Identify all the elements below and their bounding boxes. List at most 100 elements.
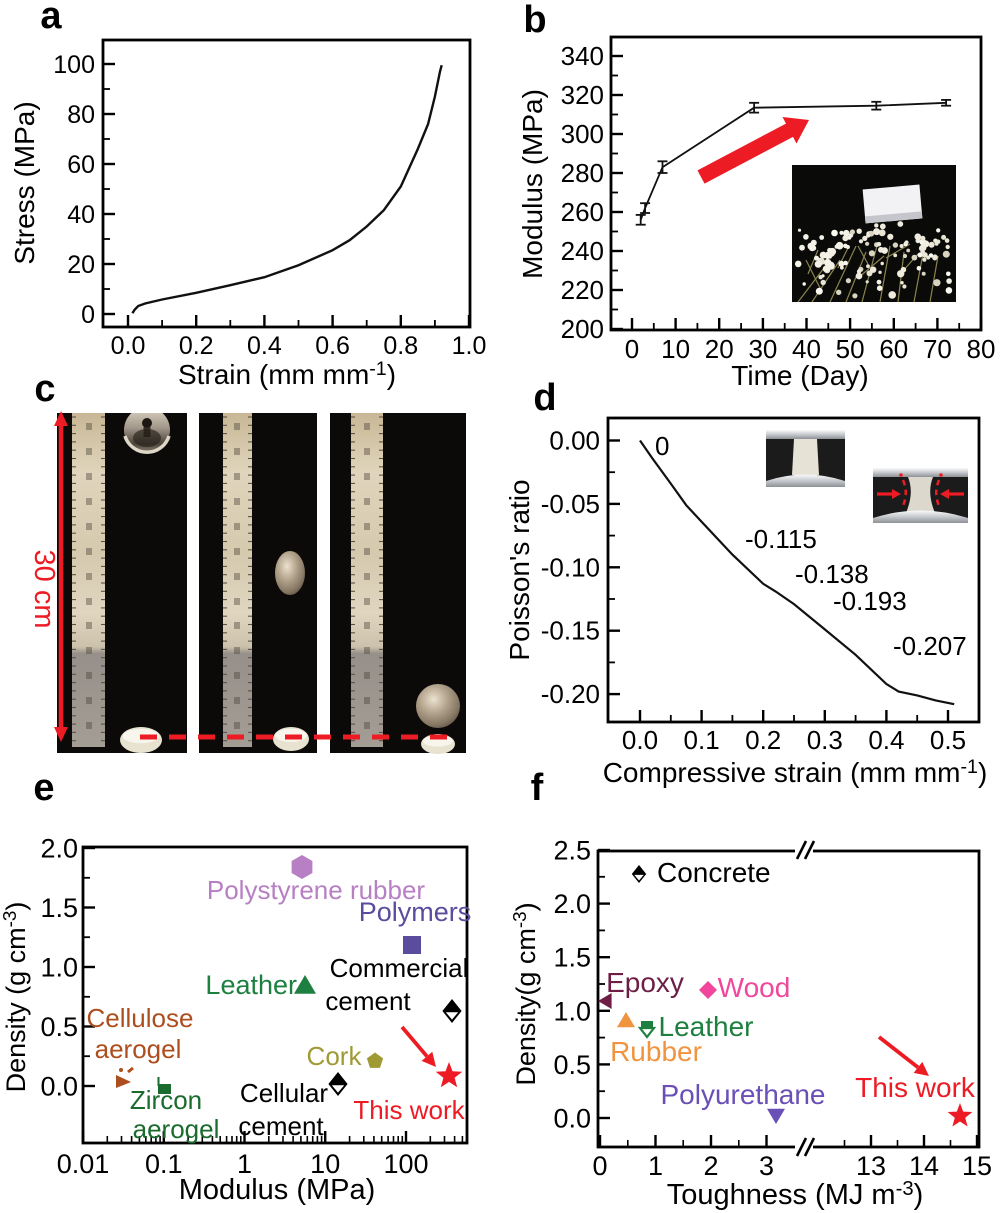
svg-text:Cork: Cork bbox=[307, 1041, 363, 1071]
svg-text:Polymers: Polymers bbox=[359, 897, 472, 927]
svg-text:Cellulose: Cellulose bbox=[87, 1003, 194, 1033]
svg-text:0.6: 0.6 bbox=[315, 332, 350, 360]
svg-text:15: 15 bbox=[962, 1151, 992, 1181]
svg-text:cement: cement bbox=[238, 1111, 324, 1141]
svg-text:20: 20 bbox=[705, 334, 734, 364]
svg-text:0.0: 0.0 bbox=[111, 332, 146, 360]
svg-text:Strain (mm mm-1): Strain (mm mm-1) bbox=[178, 358, 396, 390]
svg-text:f: f bbox=[531, 767, 544, 809]
svg-text:0.0: 0.0 bbox=[622, 725, 658, 755]
svg-text:0.1: 0.1 bbox=[684, 725, 720, 755]
svg-text:0: 0 bbox=[655, 431, 669, 461]
svg-text:340: 340 bbox=[561, 41, 604, 71]
svg-text:Stress (MPa): Stress (MPa) bbox=[9, 101, 40, 264]
svg-text:Density(g cm-3): Density(g cm-3) bbox=[510, 902, 541, 1085]
svg-text:Density (g cm-3): Density (g cm-3) bbox=[0, 902, 31, 1093]
svg-text:320: 320 bbox=[561, 80, 604, 110]
svg-text:1.0: 1.0 bbox=[40, 953, 78, 983]
svg-text:260: 260 bbox=[561, 197, 604, 227]
svg-text:14: 14 bbox=[909, 1151, 939, 1181]
svg-text:2.0: 2.0 bbox=[40, 834, 78, 864]
svg-text:-0.193: -0.193 bbox=[833, 586, 907, 616]
svg-text:0.00: 0.00 bbox=[549, 426, 600, 456]
svg-text:aerogel: aerogel bbox=[95, 1034, 182, 1064]
svg-text:0.5: 0.5 bbox=[40, 1012, 78, 1042]
svg-text:280: 280 bbox=[561, 158, 604, 188]
svg-text:e: e bbox=[33, 767, 54, 809]
svg-text:100: 100 bbox=[383, 1149, 428, 1179]
svg-text:This work: This work bbox=[353, 1095, 465, 1125]
svg-text:0.8: 0.8 bbox=[383, 332, 418, 360]
svg-text:0.0: 0.0 bbox=[40, 1072, 78, 1102]
svg-text:Polystyrene rubber: Polystyrene rubber bbox=[207, 875, 426, 905]
svg-text:40: 40 bbox=[67, 201, 95, 229]
svg-text:Time (Day): Time (Day) bbox=[731, 360, 868, 391]
svg-text:1.5: 1.5 bbox=[40, 893, 78, 923]
svg-text:1: 1 bbox=[237, 1149, 252, 1179]
svg-text:1.0: 1.0 bbox=[553, 996, 591, 1026]
svg-text:Epoxy: Epoxy bbox=[606, 967, 684, 998]
svg-text:200: 200 bbox=[561, 314, 604, 344]
svg-text:70: 70 bbox=[923, 334, 952, 364]
svg-text:0.5: 0.5 bbox=[930, 725, 966, 755]
svg-text:1.5: 1.5 bbox=[553, 943, 591, 973]
svg-text:Modulus (MPa): Modulus (MPa) bbox=[517, 89, 548, 279]
svg-text:30: 30 bbox=[748, 334, 777, 364]
svg-text:30 cm: 30 cm bbox=[28, 550, 60, 629]
svg-text:3: 3 bbox=[759, 1151, 774, 1181]
svg-text:0.0: 0.0 bbox=[553, 1104, 591, 1134]
svg-text:Rubber: Rubber bbox=[610, 1036, 702, 1067]
svg-text:0.01: 0.01 bbox=[57, 1149, 110, 1179]
svg-text:Compressive strain (mm mm-1): Compressive strain (mm mm-1) bbox=[603, 756, 988, 788]
svg-text:0.4: 0.4 bbox=[247, 332, 282, 360]
svg-text:b: b bbox=[523, 0, 546, 41]
svg-text:240: 240 bbox=[561, 236, 604, 266]
svg-text:Toughness (MJ m-3): Toughness (MJ m-3) bbox=[667, 1178, 924, 1211]
svg-text:cement: cement bbox=[325, 986, 411, 1016]
svg-text:-0.10: -0.10 bbox=[541, 552, 600, 582]
svg-text:Wood: Wood bbox=[718, 972, 791, 1003]
svg-text:2.5: 2.5 bbox=[553, 836, 591, 866]
svg-text:100: 100 bbox=[53, 51, 95, 79]
svg-text:0.5: 0.5 bbox=[553, 1050, 591, 1080]
svg-text:0.3: 0.3 bbox=[807, 725, 843, 755]
svg-text:80: 80 bbox=[967, 334, 996, 364]
svg-text:300: 300 bbox=[561, 119, 604, 149]
svg-text:1: 1 bbox=[648, 1151, 663, 1181]
svg-text:-0.138: -0.138 bbox=[795, 559, 869, 589]
svg-text:0.4: 0.4 bbox=[868, 725, 904, 755]
svg-text:1.0: 1.0 bbox=[452, 332, 487, 360]
svg-text:Poisson's ratio: Poisson's ratio bbox=[504, 479, 535, 660]
svg-text:0.2: 0.2 bbox=[745, 725, 781, 755]
svg-text:40: 40 bbox=[792, 334, 821, 364]
svg-text:220: 220 bbox=[561, 275, 604, 305]
svg-text:c: c bbox=[34, 368, 55, 410]
svg-text:80: 80 bbox=[67, 101, 95, 129]
svg-text:0.1: 0.1 bbox=[145, 1149, 183, 1179]
svg-text:-0.05: -0.05 bbox=[541, 489, 600, 519]
svg-text:0.2: 0.2 bbox=[179, 332, 214, 360]
svg-text:-0.207: -0.207 bbox=[893, 631, 967, 661]
svg-text:13: 13 bbox=[856, 1151, 886, 1181]
svg-text:aerogel: aerogel bbox=[133, 1114, 220, 1144]
svg-text:Commercial: Commercial bbox=[330, 953, 469, 983]
svg-text:0: 0 bbox=[592, 1151, 607, 1181]
svg-text:10: 10 bbox=[661, 334, 690, 364]
svg-text:60: 60 bbox=[879, 334, 908, 364]
svg-text:Leather: Leather bbox=[205, 970, 297, 1000]
svg-text:Modulus (MPa): Modulus (MPa) bbox=[179, 1174, 376, 1206]
svg-text:2: 2 bbox=[703, 1151, 718, 1181]
svg-text:2.0: 2.0 bbox=[553, 889, 591, 919]
svg-text:60: 60 bbox=[67, 151, 95, 179]
svg-text:0: 0 bbox=[81, 301, 95, 329]
svg-text:d: d bbox=[533, 377, 556, 419]
svg-text:Polyurethane: Polyurethane bbox=[660, 1079, 825, 1110]
svg-text:-0.15: -0.15 bbox=[541, 616, 600, 646]
svg-text:10: 10 bbox=[310, 1149, 340, 1179]
svg-text:This work: This work bbox=[855, 1072, 976, 1103]
svg-text:-0.20: -0.20 bbox=[541, 679, 600, 709]
svg-text:-0.115: -0.115 bbox=[745, 524, 817, 554]
svg-text:a: a bbox=[40, 0, 62, 37]
svg-text:20: 20 bbox=[67, 251, 95, 279]
svg-text:0: 0 bbox=[625, 334, 639, 364]
